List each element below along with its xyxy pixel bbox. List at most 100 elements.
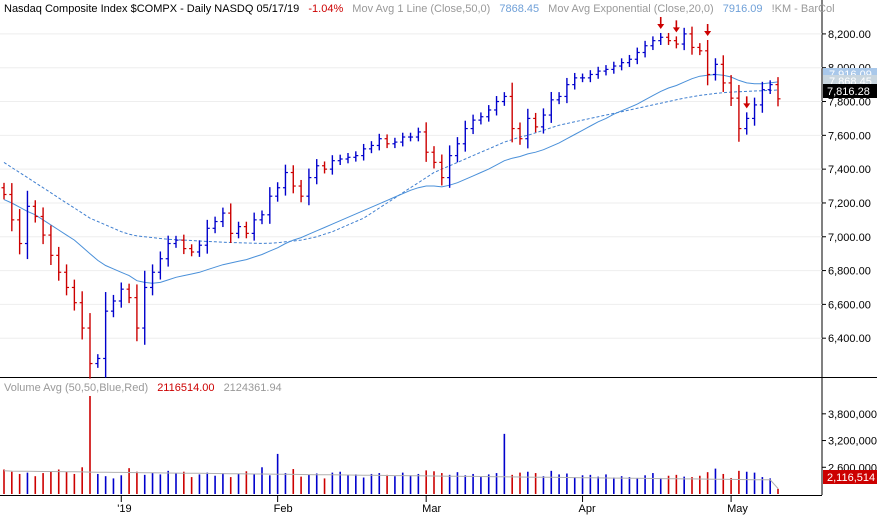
price-bar bbox=[165, 235, 171, 267]
price-bar bbox=[478, 112, 484, 125]
price-bar bbox=[353, 151, 359, 162]
price-bar bbox=[619, 58, 625, 71]
ma1-value: 7868.45 bbox=[499, 3, 539, 15]
price-bar bbox=[314, 159, 320, 185]
price-bar bbox=[142, 270, 148, 345]
price-bar bbox=[173, 235, 179, 248]
price-bar bbox=[611, 61, 617, 74]
volume-value-1: 2116514.00 bbox=[157, 382, 214, 394]
price-bar bbox=[384, 134, 390, 149]
price-bar bbox=[447, 145, 453, 188]
price-tick-label: 7,000.00 bbox=[828, 232, 871, 244]
price-bar bbox=[775, 77, 781, 107]
price-bar bbox=[134, 284, 140, 342]
volume-tick-label: 3,800,000 bbox=[828, 409, 877, 421]
price-bar bbox=[32, 200, 38, 223]
ema-value: 7916.09 bbox=[723, 3, 763, 15]
price-bar bbox=[556, 92, 562, 105]
price-bar bbox=[650, 36, 656, 51]
last-volume-badge: 2,116,514 bbox=[823, 470, 877, 484]
price-bar bbox=[658, 32, 664, 45]
price-bar bbox=[767, 80, 773, 95]
price-tick-label: 7,800.00 bbox=[828, 97, 871, 109]
price-bar bbox=[712, 58, 718, 81]
volume-header: Volume Avg (50,50,Blue,Red) 2116514.00 2… bbox=[4, 382, 282, 394]
price-bar bbox=[157, 251, 163, 280]
price-bar bbox=[572, 72, 578, 90]
sma-badge-bg bbox=[823, 75, 877, 86]
sell-arrow-icon bbox=[704, 23, 712, 36]
price-bar bbox=[259, 210, 265, 225]
price-bar bbox=[525, 108, 531, 149]
price-bar bbox=[454, 137, 460, 163]
last-volume-text: 2,116,514 bbox=[827, 472, 875, 484]
price-bar bbox=[181, 234, 187, 255]
price-tick-label: 8,200.00 bbox=[828, 29, 871, 41]
date-axis: '19 Feb Mar Apr May bbox=[117, 496, 748, 515]
price-bar bbox=[17, 209, 23, 255]
price-bar bbox=[189, 244, 195, 257]
price-bar bbox=[1, 182, 7, 200]
price-bar bbox=[236, 221, 242, 239]
price-bar bbox=[681, 27, 687, 51]
price-bar bbox=[689, 26, 695, 55]
price-bar bbox=[759, 81, 765, 113]
price-change: -1.04% bbox=[308, 3, 343, 15]
price-bar bbox=[48, 225, 54, 265]
price-bar bbox=[251, 212, 257, 241]
price-bar bbox=[548, 91, 554, 123]
price-bar bbox=[118, 282, 124, 308]
price-bar bbox=[361, 143, 367, 161]
price-bar bbox=[126, 283, 132, 304]
volume-value-2: 2124361.94 bbox=[224, 382, 282, 394]
price-bar bbox=[275, 182, 281, 202]
price-tick-label: 6,400.00 bbox=[828, 333, 871, 345]
price-bar bbox=[103, 292, 109, 378]
price-bar bbox=[634, 47, 640, 65]
price-bar bbox=[431, 146, 437, 169]
price-bar bbox=[345, 152, 351, 164]
price-bar bbox=[87, 313, 93, 379]
price-bar bbox=[642, 40, 648, 58]
volume-label: Volume Avg (50,50,Blue,Red) bbox=[4, 382, 148, 394]
price-bar bbox=[196, 240, 202, 257]
price-bar bbox=[9, 183, 15, 232]
price-bar bbox=[517, 122, 523, 145]
price-bar bbox=[752, 97, 758, 126]
price-tick-label: 7,400.00 bbox=[828, 164, 871, 176]
sell-arrow-icon bbox=[743, 96, 751, 109]
price-bar bbox=[337, 154, 343, 166]
last-volume-bg bbox=[823, 470, 877, 484]
price-bar bbox=[595, 66, 601, 79]
price-bar bbox=[376, 133, 382, 151]
price-bar bbox=[580, 73, 586, 83]
price-bar bbox=[282, 164, 288, 196]
price-bar bbox=[228, 203, 234, 244]
price-bar bbox=[110, 294, 116, 318]
last-price-text: 7,816.28 bbox=[827, 86, 870, 98]
price-bar bbox=[470, 114, 476, 135]
chart-title: Nasdaq Composite Index $COMPX - Daily NA… bbox=[4, 3, 299, 15]
price-bar bbox=[486, 105, 492, 122]
price-bar bbox=[71, 279, 77, 311]
price-bar bbox=[298, 179, 304, 203]
price-bars bbox=[1, 26, 781, 379]
volume-tick-label: 3,200,000 bbox=[828, 436, 877, 448]
volume-bars bbox=[3, 396, 779, 494]
price-bar bbox=[24, 190, 30, 260]
month-label: Apr bbox=[579, 503, 596, 515]
price-bar bbox=[494, 96, 500, 116]
price-bar bbox=[150, 264, 156, 296]
last-price-badge: 7,816.28 bbox=[823, 84, 877, 98]
price-bar bbox=[666, 32, 672, 45]
price-bar bbox=[267, 187, 273, 224]
price-tick-label: 7,600.00 bbox=[828, 130, 871, 142]
price-bar bbox=[720, 55, 726, 92]
sell-arrow-icon bbox=[672, 20, 680, 33]
price-bar bbox=[306, 168, 312, 206]
price-bar bbox=[533, 112, 539, 133]
price-bar bbox=[64, 264, 70, 296]
price-bar bbox=[462, 120, 468, 152]
month-label: Feb bbox=[274, 503, 293, 515]
